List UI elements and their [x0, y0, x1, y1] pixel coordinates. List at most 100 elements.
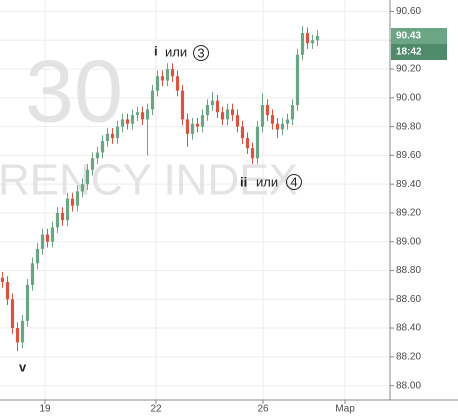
candle-body [310, 40, 315, 44]
candle-body [95, 152, 100, 159]
candle-body [225, 109, 230, 120]
y-tick-label: 88.00 [396, 380, 421, 391]
countdown-box [391, 43, 447, 60]
x-tick-label: Мар [335, 404, 355, 415]
time-axis [0, 400, 458, 417]
candle-body [195, 123, 200, 127]
candle-body [80, 184, 85, 192]
candle-body [260, 105, 265, 127]
candle-body [235, 115, 240, 127]
y-tick-label: 90.60 [396, 6, 421, 17]
wave-label: ii [240, 174, 247, 189]
candle-body [180, 90, 185, 120]
wave-alt: 4 [290, 174, 297, 189]
candle-body [230, 109, 235, 116]
candle-body [40, 234, 45, 249]
candle-body [295, 54, 300, 106]
candle-body [245, 138, 250, 149]
candle-body [85, 169, 90, 185]
candle-body [200, 115, 205, 127]
candle-body [20, 320, 25, 343]
candle-body [5, 282, 10, 300]
candle-body [300, 33, 305, 55]
candle-body [290, 105, 295, 120]
candle-body [240, 126, 245, 139]
candle-body [250, 148, 255, 159]
wave-text: или [165, 44, 187, 59]
wave-label: i [154, 43, 158, 58]
price-axis [390, 0, 458, 417]
candle-body [30, 263, 35, 285]
y-tick-label: 88.60 [396, 294, 421, 305]
candle-body [220, 112, 225, 120]
candle-body [65, 198, 70, 221]
candle-body [0, 277, 5, 283]
wave-label: v [19, 359, 27, 374]
candle-body [70, 198, 75, 206]
grid [0, 0, 390, 400]
candle-body [150, 90, 155, 110]
wave-circle [193, 45, 209, 61]
candle-body [90, 158, 95, 170]
y-tick-label: 88.20 [396, 351, 421, 362]
watermark-name: RENCY INDEX [0, 156, 298, 205]
candle-body [210, 100, 215, 106]
candle-body [145, 109, 150, 120]
candle-body [275, 123, 280, 130]
candle-body [305, 33, 310, 44]
candle-body [190, 123, 195, 134]
candle-body [100, 141, 105, 153]
y-tick-label: 89.80 [396, 121, 421, 132]
y-tick-label: 90.00 [396, 92, 421, 103]
countdown-label: 18:42 [396, 47, 422, 58]
candle-body [110, 133, 115, 139]
candle-body [280, 123, 285, 130]
candle-body [215, 100, 220, 113]
candle-body [45, 234, 50, 242]
y-tick-label: 90.20 [396, 64, 421, 75]
candle-body [185, 119, 190, 134]
candle-body [105, 133, 110, 142]
candle-body [60, 212, 65, 221]
x-tick-label: 22 [150, 404, 162, 415]
candle-body [10, 299, 15, 329]
candle-body [135, 112, 140, 116]
candles [0, 25, 320, 352]
candle-body [15, 328, 20, 343]
wave-alt: 3 [197, 45, 204, 60]
candle-body [265, 105, 270, 116]
candle-body [285, 119, 290, 124]
watermark-symbol: 30 [25, 41, 123, 140]
x-tick-label: 26 [257, 404, 269, 415]
candle-body [155, 76, 160, 91]
candle-body [140, 112, 145, 120]
wave-circle [286, 174, 302, 190]
candle-body [165, 69, 170, 81]
last-price-box [391, 27, 447, 44]
axes: 88.00 88.20 88.40 88.60 88.80 89.00 89.20 89.40… [39, 6, 447, 415]
candle-body [55, 212, 60, 228]
last-price-label: 90.43 [396, 31, 421, 42]
y-tick-label: 88.80 [396, 265, 421, 276]
candle-body [125, 119, 130, 124]
candle-body [160, 76, 165, 81]
candle-body [255, 126, 260, 159]
y-tick-label: 89.60 [396, 150, 421, 161]
candle-body [115, 126, 120, 139]
candle-body [35, 248, 40, 264]
candle-body [130, 115, 135, 124]
candle-body [315, 35, 320, 41]
candle-body [270, 115, 275, 124]
candle-body [205, 105, 210, 116]
x-tick-label: 19 [39, 404, 51, 415]
y-tick-label: 88.40 [396, 323, 421, 334]
y-tick-label: 89.40 [396, 179, 421, 190]
candle-body [175, 76, 180, 91]
y-tick-label: 89.00 [396, 236, 421, 247]
candle-body [75, 191, 80, 206]
candle-body [25, 284, 30, 321]
candle-body [50, 227, 55, 242]
wave-text: или [256, 174, 278, 189]
candle-body [170, 69, 175, 77]
